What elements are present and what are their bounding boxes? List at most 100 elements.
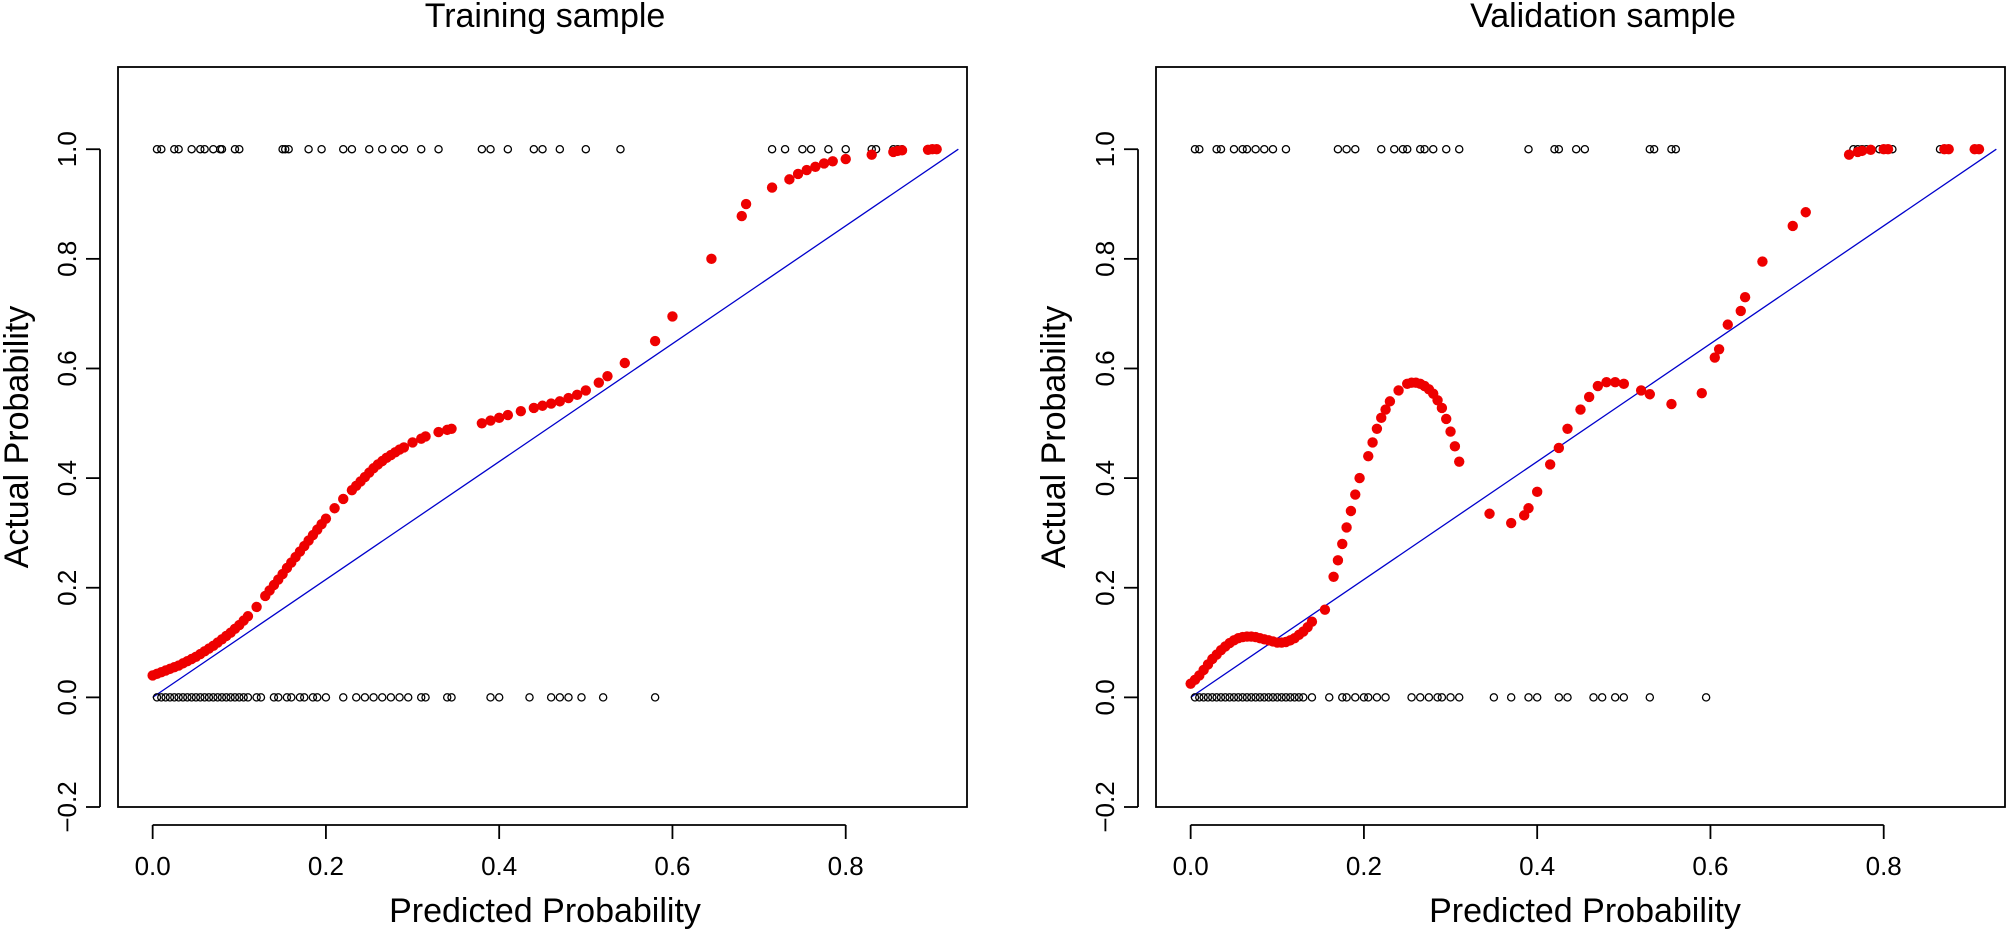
calibration-point	[1601, 376, 1612, 388]
calibration-point	[1882, 144, 1894, 155]
outcome-0-point	[1251, 693, 1260, 702]
calibration-point	[866, 149, 877, 160]
calibration-point	[320, 513, 332, 524]
outcome-1-point	[399, 144, 409, 154]
outcome-0-point	[200, 693, 209, 702]
calibration-point	[1441, 413, 1452, 425]
outcome-0-point	[369, 693, 378, 702]
outcome-1-point	[1268, 144, 1278, 154]
calibration-point	[398, 442, 410, 453]
calibration-point	[554, 396, 566, 407]
calibration-point	[580, 385, 592, 396]
outcome-0-point	[252, 693, 261, 702]
outcome-1-point	[841, 144, 850, 154]
outcome-0-point	[1195, 693, 1204, 702]
outcome-0-point	[442, 693, 452, 702]
outcome-1-point	[217, 144, 227, 154]
x-tick-label: 0.2	[1346, 851, 1382, 881]
outcome-1-point	[157, 144, 166, 154]
outcome-1-point	[1524, 144, 1533, 154]
outcome-0-point	[1381, 693, 1390, 702]
outcome-1-point	[503, 144, 513, 154]
calibration-point	[1722, 319, 1733, 330]
validation-sample-panel: Validation sample 0.0 0.2 0.4 0.6 0.8−0.20.0…	[1035, 0, 2006, 930]
calibration-point	[1376, 412, 1387, 424]
outcome-0-point	[183, 693, 192, 702]
outcome-0-point	[152, 693, 162, 702]
plot-frame	[1155, 66, 2006, 808]
outcome-0-point	[650, 693, 660, 702]
outcome-0-point	[313, 693, 322, 702]
outcome-0-point	[235, 693, 244, 702]
calibration-point	[1544, 459, 1556, 470]
calibration-point	[1843, 149, 1855, 160]
calibration-point	[792, 168, 804, 180]
training-sample-panel: Training sample 0.0 0.2 0.4 0.6 0.8−0.20.00.…	[0, 0, 968, 930]
outcome-1-point	[1441, 144, 1451, 154]
outcome-0-point	[239, 693, 248, 702]
outcome-0-point	[386, 693, 396, 702]
calibration-point	[1644, 389, 1656, 400]
calibration-point	[1735, 305, 1746, 317]
outcome-0-point	[269, 693, 279, 702]
calibration-point	[1436, 402, 1448, 414]
x-tick-label: 0.2	[308, 851, 344, 881]
plot-marks: 0.0 0.2 0.4 0.6 0.8 −0.2 0.0 0.2 0.4 0.6 0.8 1.0	[52, 131, 959, 881]
outcome-0-point	[1212, 693, 1221, 702]
outcome-0-point	[1506, 693, 1516, 702]
calibration-point	[1393, 385, 1404, 396]
outcome-0-point	[1338, 693, 1347, 702]
outcome-0-point	[1563, 693, 1572, 702]
outcome-0-point	[1701, 693, 1711, 702]
y-tick-label: 0.6	[52, 350, 82, 386]
outcome-0-point	[243, 693, 253, 702]
outcome-1-point	[1251, 144, 1260, 154]
outcome-0-point	[1619, 693, 1629, 702]
outcome-0-point	[1645, 693, 1655, 702]
outcome-1-point	[1260, 144, 1269, 154]
outcome-1-point	[486, 144, 495, 154]
outcome-0-point	[1264, 693, 1273, 702]
outcome-0-point	[416, 693, 426, 702]
outcome-1-point	[477, 144, 487, 154]
outcome-0-point	[161, 693, 170, 702]
calibration-point	[1354, 472, 1365, 484]
outcome-0-point	[187, 693, 196, 702]
calibration-point	[740, 198, 752, 210]
outcome-1-point	[284, 144, 293, 154]
calibration-point	[485, 415, 496, 426]
reference-line	[1190, 148, 1997, 698]
calibration-point	[1380, 404, 1391, 415]
outcome-0-point	[222, 693, 231, 702]
outcome-1-point	[1212, 144, 1221, 154]
outcome-0-point	[1610, 693, 1620, 702]
calibration-point	[1865, 144, 1876, 155]
y-tick-label: 0.0	[1090, 679, 1120, 715]
outcome-0-point	[1277, 693, 1286, 702]
calibration-point	[649, 335, 661, 347]
chart-title: Validation sample	[1470, 0, 1736, 35]
calibration-point	[1341, 522, 1352, 533]
x-tick-label: 0.4	[481, 851, 517, 881]
y-tick-label: 0.8	[52, 241, 82, 277]
outcome-1-point	[780, 144, 790, 154]
calibration-point	[801, 164, 812, 176]
calibration-point	[1709, 352, 1720, 363]
calibration-point	[1618, 378, 1630, 390]
outcome-1-point	[1649, 144, 1659, 154]
outcome-0-point	[1597, 693, 1607, 702]
outcome-0-point	[209, 693, 218, 702]
outcome-0-point	[1489, 693, 1499, 702]
calibration-point	[1319, 604, 1331, 615]
calibration-point	[420, 431, 431, 442]
outcome-1-point	[1550, 144, 1559, 154]
outcome-1-point	[1571, 144, 1581, 154]
calibration-point	[667, 311, 678, 322]
outcome-0-point	[1325, 693, 1334, 702]
outcome-1-point	[377, 144, 387, 154]
outcome-1-point	[1281, 144, 1291, 154]
outcome-0-point	[295, 693, 305, 702]
outcome-0-point	[1286, 693, 1295, 702]
calibration-point	[827, 156, 838, 167]
calibration-point	[1484, 508, 1495, 519]
